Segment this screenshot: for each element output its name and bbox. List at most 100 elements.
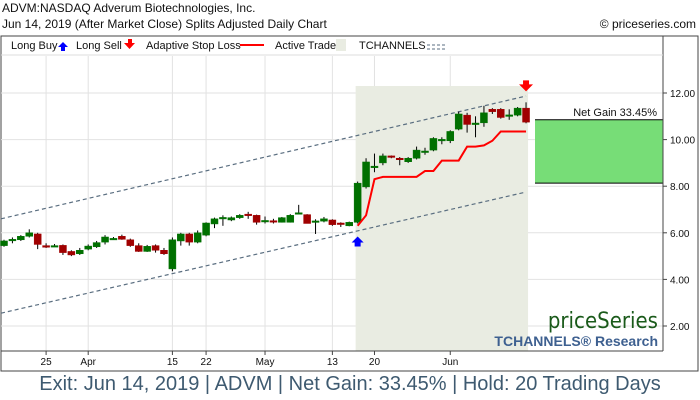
candle-body [118,236,126,240]
candle-body [404,157,412,162]
candle-body [497,109,505,118]
candle-body [387,155,396,158]
candle-body [17,236,25,241]
candle-body [370,165,379,168]
candle-body [353,182,362,223]
candle-body [219,217,227,220]
candle-body [269,220,278,223]
candle-body [84,245,92,250]
candle-body [438,139,446,142]
y-tick-label: 8.00 [670,182,690,193]
legend-stop-loss: Adaptive Stop Loss [146,40,241,52]
active-trade-region [355,86,529,351]
channel-lower-line [0,191,527,314]
chart-frame [0,35,699,372]
candle-body [421,150,429,153]
candle-body [227,217,236,221]
candle-body [362,161,370,188]
candle-body [311,220,320,223]
candle-body [522,107,530,123]
candle-body [379,155,387,164]
candle-body [236,215,244,218]
candle-body [33,233,42,245]
copyright: © priceseries.com [599,17,696,31]
x-tick-label: Apr [80,357,96,368]
candle-body [320,218,328,222]
candle-body [337,222,345,225]
candle-body [185,233,193,243]
active-trade-swatch [336,39,346,51]
candle-body [488,109,497,112]
channel-upper-line [0,95,527,220]
net-gain-label: Net Gain 33.45% [573,107,657,119]
candle-body [244,213,252,216]
candle-body [92,242,101,248]
candle-body [412,149,421,159]
candle-body [505,114,513,117]
candle-body [143,246,151,252]
candle-body [134,245,143,252]
candle-body [513,107,522,116]
trade-summary-caption: Exit: Jun 14, 2019 | ADVM | Net Gain: 33… [39,373,661,395]
candle-body [101,236,109,243]
candle-body [463,114,471,125]
candle-body [50,245,59,248]
y-tick-label: 4.00 [670,275,690,286]
legend-tchannels: TCHANNELS [359,40,426,52]
down-arrow-icon [124,39,135,49]
candle-body [0,240,8,246]
candle-body [42,245,50,248]
candle-body [193,232,202,243]
candle-body [59,245,67,253]
legend-long-buy: Long Buy [11,40,58,52]
x-tick-label: 22 [201,357,213,368]
x-tick-label: Jun [442,357,458,368]
up-arrow-icon [58,42,68,51]
candle-body [252,215,261,223]
y-tick-label: 12.00 [670,89,695,100]
x-tick-label: May [256,357,275,368]
x-tick-label: 15 [167,357,179,368]
legend-active-trade: Active Trade [275,40,336,52]
candle-body [126,239,135,246]
buy-arrow-icon [351,236,364,247]
candle-body [286,215,295,223]
sell-arrow-icon [519,80,534,92]
x-tick-label: 25 [41,357,53,368]
candle-body [429,138,438,151]
candle-body [328,219,337,225]
candle-body [109,238,118,241]
candle-body [480,112,488,124]
candle-body [76,250,84,255]
candle-body [261,220,269,223]
candle-body [471,122,480,125]
y-tick-label: 6.00 [670,229,690,240]
tchannels-research-logo: TCHANNELS® Research [494,333,658,349]
candle-body [395,157,404,160]
candle-body [345,222,353,227]
candle-body [67,251,76,256]
candle-body [278,217,286,223]
net-gain-box [535,119,663,184]
candle-body [25,232,34,237]
candle-body [177,233,185,242]
candle-body [303,214,311,224]
x-tick-label: 20 [369,357,381,368]
candle-body [210,218,219,225]
candle-body [294,212,303,215]
candle-body [168,239,177,270]
candle-body [160,250,168,255]
candle-body [8,239,17,242]
chart-subtitle: Jun 14, 2019 (After Market Close) Splits… [2,17,327,31]
candle-body [151,245,160,251]
priceseries-logo: priceSeries [548,309,658,334]
legend-long-sell: Long Sell [76,40,122,52]
candle-body [202,222,210,236]
stop-loss-line [356,130,527,227]
x-tick-label: 13 [327,357,339,368]
y-tick-label: 10.00 [670,136,695,147]
candle-body [446,131,455,142]
y-tick-label: 2.00 [670,322,690,333]
chart-title: ADVM:NASDAQ Adverum Biotechnologies, Inc… [2,1,256,15]
